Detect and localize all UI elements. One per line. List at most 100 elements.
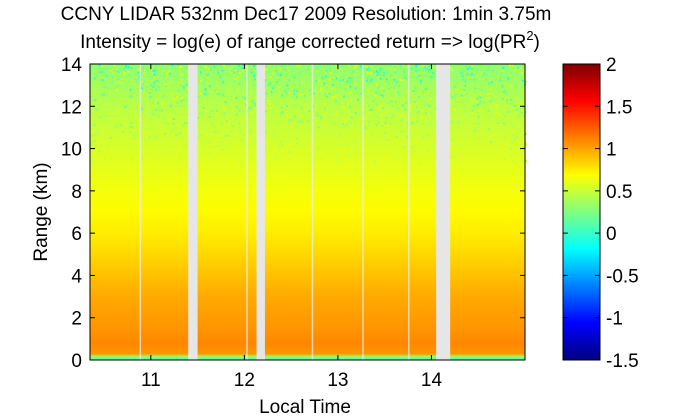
noise-speckle xyxy=(344,104,347,107)
noise-speckle xyxy=(203,123,206,126)
noise-speckle xyxy=(138,136,141,139)
noise-speckle xyxy=(158,154,161,157)
noise-speckle xyxy=(131,98,134,101)
noise-speckle xyxy=(215,109,218,112)
noise-speckle xyxy=(282,119,285,122)
noise-speckle xyxy=(451,76,454,79)
noise-speckle xyxy=(493,97,496,100)
noise-speckle xyxy=(344,79,347,82)
noise-speckle xyxy=(464,65,467,68)
noise-speckle xyxy=(415,120,418,123)
noise-speckle xyxy=(322,80,325,83)
noise-speckle xyxy=(510,147,513,150)
noise-speckle xyxy=(353,73,356,76)
noise-speckle xyxy=(415,106,418,109)
noise-speckle xyxy=(204,66,207,69)
noise-speckle xyxy=(503,89,506,92)
noise-speckle xyxy=(117,80,120,83)
noise-speckle xyxy=(487,92,490,95)
noise-speckle xyxy=(152,104,155,107)
noise-speckle xyxy=(254,96,257,99)
noise-speckle xyxy=(402,66,405,69)
noise-speckle xyxy=(313,129,316,132)
noise-speckle xyxy=(420,117,423,120)
noise-speckle xyxy=(250,65,253,68)
noise-speckle xyxy=(215,145,218,148)
noise-speckle xyxy=(426,110,429,113)
noise-speckle xyxy=(387,77,390,80)
noise-speckle xyxy=(502,139,505,142)
noise-speckle xyxy=(368,104,371,107)
noise-speckle xyxy=(346,86,349,89)
noise-speckle xyxy=(480,72,483,75)
noise-speckle xyxy=(180,100,183,103)
noise-speckle xyxy=(483,84,486,87)
noise-speckle xyxy=(110,69,113,72)
noise-speckle xyxy=(502,81,505,84)
noise-speckle xyxy=(141,132,144,135)
noise-speckle xyxy=(130,95,133,98)
noise-speckle xyxy=(471,97,474,100)
noise-speckle xyxy=(237,161,240,164)
noise-speckle xyxy=(391,141,394,144)
noise-speckle xyxy=(340,107,343,110)
noise-speckle xyxy=(343,93,346,96)
noise-speckle xyxy=(238,82,241,85)
noise-speckle xyxy=(490,129,493,132)
noise-speckle xyxy=(404,94,407,97)
noise-speckle xyxy=(100,136,103,139)
noise-speckle xyxy=(238,127,241,130)
noise-speckle xyxy=(370,108,373,111)
noise-speckle xyxy=(503,157,506,160)
noise-speckle xyxy=(487,134,490,137)
noise-speckle xyxy=(511,64,514,67)
noise-speckle xyxy=(235,105,238,108)
noise-speckle xyxy=(379,65,382,68)
vertical-streaks xyxy=(139,64,410,360)
noise-speckle xyxy=(509,98,512,101)
noise-speckle xyxy=(176,101,179,104)
noise-speckle xyxy=(132,133,135,136)
noise-speckle xyxy=(325,69,328,72)
noise-speckle xyxy=(449,67,452,70)
noise-speckle xyxy=(93,71,96,74)
noise-speckle xyxy=(281,143,284,146)
noise-speckle xyxy=(200,134,203,137)
noise-speckle xyxy=(154,109,157,112)
noise-speckle xyxy=(379,122,382,125)
noise-speckle xyxy=(274,137,277,140)
noise-speckle xyxy=(504,92,507,95)
noise-speckle xyxy=(120,98,123,101)
noise-speckle xyxy=(114,76,117,79)
noise-speckle xyxy=(504,80,507,83)
noise-speckle xyxy=(146,98,149,101)
noise-speckle xyxy=(164,131,167,134)
noise-speckle xyxy=(386,124,389,127)
noise-speckle xyxy=(292,118,295,121)
noise-speckle xyxy=(287,69,290,72)
noise-speckle xyxy=(420,163,423,166)
noise-speckle xyxy=(169,151,172,154)
noise-speckle xyxy=(467,71,470,74)
noise-speckle xyxy=(480,125,483,128)
noise-speckle xyxy=(433,137,436,140)
noise-speckle xyxy=(130,67,133,70)
noise-speckle xyxy=(279,69,282,72)
noise-speckle xyxy=(418,163,421,166)
noise-speckle xyxy=(335,67,338,70)
noise-speckle xyxy=(428,68,431,71)
noise-speckle xyxy=(303,143,306,146)
noise-speckle xyxy=(335,124,338,127)
noise-speckle xyxy=(371,134,374,137)
noise-speckle xyxy=(224,134,227,137)
noise-speckle xyxy=(345,80,348,83)
noise-speckle xyxy=(370,78,373,81)
noise-speckle xyxy=(471,100,474,103)
noise-speckle xyxy=(459,96,462,99)
noise-speckle xyxy=(230,91,233,94)
noise-speckle xyxy=(348,121,351,124)
noise-speckle xyxy=(122,130,125,133)
noise-speckle xyxy=(222,64,225,67)
noise-speckle xyxy=(449,97,452,100)
x-tick-label: 12 xyxy=(234,370,255,391)
